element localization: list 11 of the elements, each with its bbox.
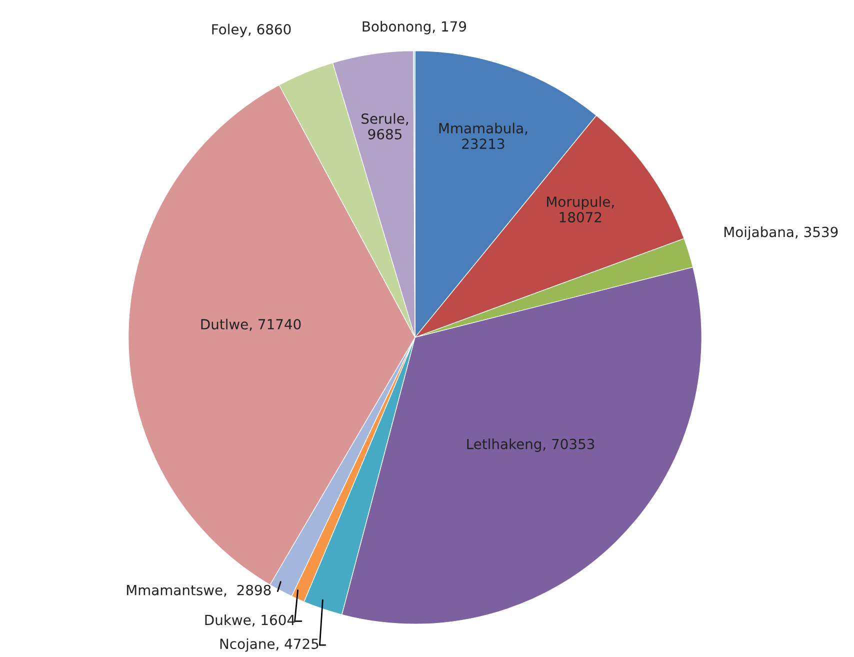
slice-label: Serule, 9685 [362,113,408,140]
slice-label: Mmamabula, 23213 [439,122,528,150]
slice-label: Letlhakeng, 70353 [467,438,594,452]
slice-label: Dutlwe, 71740 [201,318,301,331]
slice-label: Morupule, 18072 [547,196,614,222]
slice-label: Dukwe, 1604 [205,614,295,627]
slice-label: Bobonong, 179 [362,20,466,34]
slice-label: Moijabana, 3539 [724,226,838,240]
slice-label: Ncojane, 4725 [220,638,318,652]
slice-label: Mmamantswe, 2898 [126,584,271,597]
slice-label: Foley, 6860 [212,24,291,38]
